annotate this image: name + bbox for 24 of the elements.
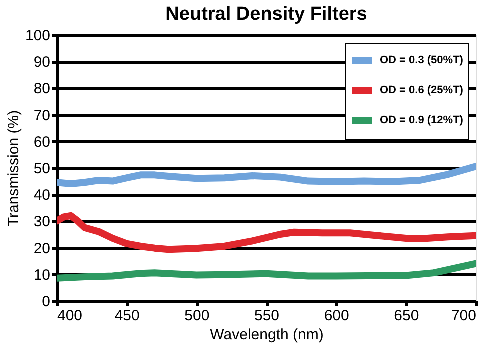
chart-title: Neutral Density Filters bbox=[166, 4, 368, 25]
y-tick-label: 60 bbox=[34, 134, 50, 151]
x-axis-title: Wavelength (nm) bbox=[210, 326, 324, 344]
x-tick-label: 450 bbox=[114, 308, 140, 324]
x-tick-label: 500 bbox=[184, 308, 210, 324]
y-tick-label: 90 bbox=[34, 54, 50, 72]
y-tick-label: 0 bbox=[42, 294, 50, 310]
y-tick-label: 50 bbox=[34, 160, 50, 178]
y-tick-label: 40 bbox=[34, 187, 50, 204]
y-tick-label: 20 bbox=[34, 240, 50, 258]
legend-label: OD = 0.3 (50%T) bbox=[380, 54, 464, 66]
y-tick-label: 100 bbox=[25, 28, 50, 44]
legend-label: OD = 0.9 (12%T) bbox=[380, 114, 464, 126]
legend-label: OD = 0.6 (25%T) bbox=[380, 84, 464, 96]
y-tick-label: 80 bbox=[34, 80, 50, 98]
x-tick-label: 650 bbox=[394, 308, 420, 324]
y-tick-label: 30 bbox=[34, 214, 50, 231]
x-tick-label: 550 bbox=[254, 308, 280, 324]
y-axis-title: Transmission (%) bbox=[5, 110, 22, 227]
x-tick-label: 600 bbox=[324, 308, 350, 324]
x-tick-label: 400 bbox=[58, 308, 83, 324]
y-tick-label: 10 bbox=[34, 266, 50, 284]
y-tick-label: 70 bbox=[34, 107, 50, 124]
x-tick-label: 700 bbox=[451, 308, 476, 324]
